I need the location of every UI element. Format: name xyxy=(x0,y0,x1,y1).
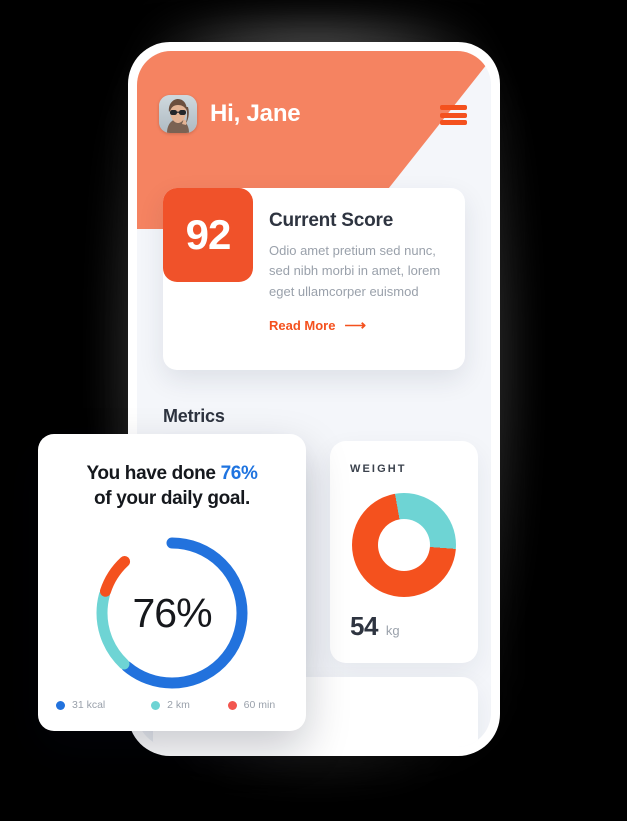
metrics-section-title: Metrics xyxy=(163,406,225,426)
daily-goal-ring-chart: 76% xyxy=(88,529,256,697)
legend-label: 31 kcal xyxy=(72,699,106,711)
goal-headline-prefix: You have done xyxy=(86,463,221,484)
goal-headline-percent: 76% xyxy=(220,463,258,484)
header-user-row: Hi, Jane xyxy=(159,95,301,133)
greeting-text: Hi, Jane xyxy=(210,100,301,127)
daily-goal-card: You have done 76% of your daily goal. 76… xyxy=(38,434,306,731)
ring-arc-kcal xyxy=(96,537,248,689)
goal-headline: You have done 76% of your daily goal. xyxy=(38,461,306,512)
legend-dot-icon xyxy=(227,700,237,710)
hamburger-bar-3 xyxy=(440,120,467,125)
ring-arc-km xyxy=(96,537,248,689)
weight-value-row: 54 kg xyxy=(350,611,400,642)
legend-item: 31 kcal xyxy=(56,699,151,711)
score-card-title: Current Score xyxy=(269,210,394,231)
arrow-right-icon: ⟶ xyxy=(344,316,366,334)
weight-unit: kg xyxy=(385,623,400,638)
weight-card-label: WEIGHT xyxy=(350,463,407,475)
goal-legend: 31 kcal 2 km 60 min xyxy=(38,699,306,711)
legend-item: 60 min xyxy=(227,699,288,711)
weight-donut-chart xyxy=(352,493,456,597)
weight-card[interactable]: WEIGHT 54 kg xyxy=(330,441,478,663)
ring-center-value: 76% xyxy=(132,589,212,636)
legend-label: 60 min xyxy=(243,699,276,711)
current-score-card: 92 Current Score Odio amet pretium sed n… xyxy=(163,188,465,370)
avatar[interactable] xyxy=(159,95,197,133)
read-more-label: Read More xyxy=(269,317,336,333)
legend-dot-icon xyxy=(151,700,161,710)
score-card-description: Odio amet pretium sed nunc, sed nibh mor… xyxy=(269,243,441,299)
legend-dot-icon xyxy=(56,700,65,710)
legend-item: 2 km xyxy=(151,699,228,711)
hamburger-bar-2 xyxy=(440,112,467,118)
hamburger-bar-1 xyxy=(440,105,467,110)
score-badge: 92 xyxy=(163,188,253,282)
weight-value: 54 xyxy=(350,611,378,641)
score-card-body: Current Score Odio amet pretium sed nunc… xyxy=(269,188,465,370)
goal-headline-suffix: of your daily goal. xyxy=(94,488,250,510)
legend-label: 2 km xyxy=(167,699,190,711)
read-more-link[interactable]: Read More ⟶ xyxy=(269,318,366,333)
hamburger-menu-icon[interactable] xyxy=(440,105,467,125)
